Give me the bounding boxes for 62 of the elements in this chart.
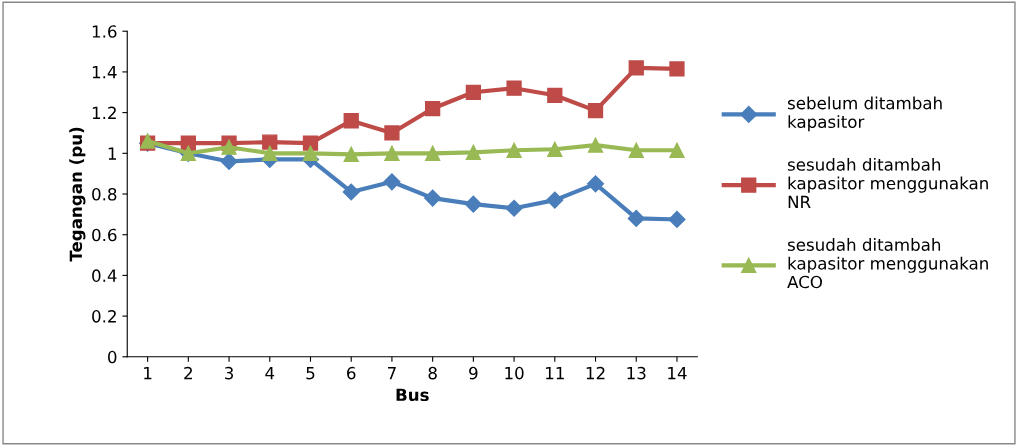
point — [464, 195, 482, 213]
x-tick-label: 9 — [469, 366, 478, 380]
point — [343, 146, 359, 162]
point — [587, 137, 604, 153]
point — [546, 191, 564, 209]
point — [547, 87, 563, 103]
legend-label: sebelum ditambah kapasitor — [787, 96, 942, 132]
point — [587, 102, 604, 119]
point — [669, 61, 685, 77]
y-tick-label: 1.2 — [92, 106, 116, 119]
x-tick-label: 11 — [546, 367, 564, 380]
point — [384, 125, 400, 141]
x-tick-label: 6 — [347, 366, 356, 380]
point — [505, 199, 523, 217]
point — [302, 135, 319, 151]
point — [384, 145, 400, 161]
x-tick-label: 4 — [265, 367, 275, 380]
y-tick-label: 1 — [108, 147, 116, 160]
x-tick-label: 8 — [428, 366, 437, 380]
point — [547, 141, 563, 157]
point — [465, 84, 482, 100]
point — [424, 189, 442, 207]
x-tick-label: 13 — [627, 366, 646, 380]
x-tick-label: 10 — [505, 366, 524, 380]
point — [668, 210, 686, 228]
y-tick-label: 1.4 — [92, 66, 117, 79]
point — [586, 175, 605, 193]
legend-label: sesudah ditambah kapasitor menggunakan ACO — [787, 238, 988, 289]
point — [465, 144, 482, 160]
x-tick-label: 14 — [668, 367, 687, 380]
y-tick-label: 0.4 — [92, 269, 117, 282]
x-tick-label: 2 — [184, 366, 192, 380]
y-tick-label: 1.6 — [92, 25, 117, 38]
legend-label: sesudah ditambah kapasitor menggunakan NR — [787, 157, 988, 208]
point — [220, 152, 238, 171]
point — [221, 139, 237, 155]
point — [669, 142, 685, 158]
x-tick-label: 1 — [144, 367, 152, 380]
point — [343, 113, 359, 129]
point — [383, 173, 401, 191]
x-tick-label: 3 — [225, 366, 234, 380]
x-tick-label: 5 — [306, 367, 315, 380]
point — [506, 142, 522, 158]
y-tick-label: 0 — [108, 350, 117, 364]
point — [627, 209, 645, 227]
point — [628, 142, 644, 158]
point — [342, 183, 360, 201]
point — [425, 145, 441, 161]
point — [425, 100, 441, 117]
x-tick-label: 7 — [388, 367, 396, 380]
point — [262, 134, 278, 150]
point — [302, 145, 319, 161]
point — [262, 145, 278, 161]
x-tick-label: 12 — [586, 366, 605, 380]
point — [506, 80, 522, 96]
point — [628, 60, 644, 76]
y-tick-label: 0.8 — [92, 187, 117, 201]
x-axis-title: Bus — [396, 388, 429, 402]
y-tick-label: 0.2 — [92, 310, 116, 323]
y-axis-title: Tegangan (pu) — [69, 127, 86, 262]
point — [180, 135, 196, 151]
y-tick-label: 0.6 — [92, 228, 117, 242]
